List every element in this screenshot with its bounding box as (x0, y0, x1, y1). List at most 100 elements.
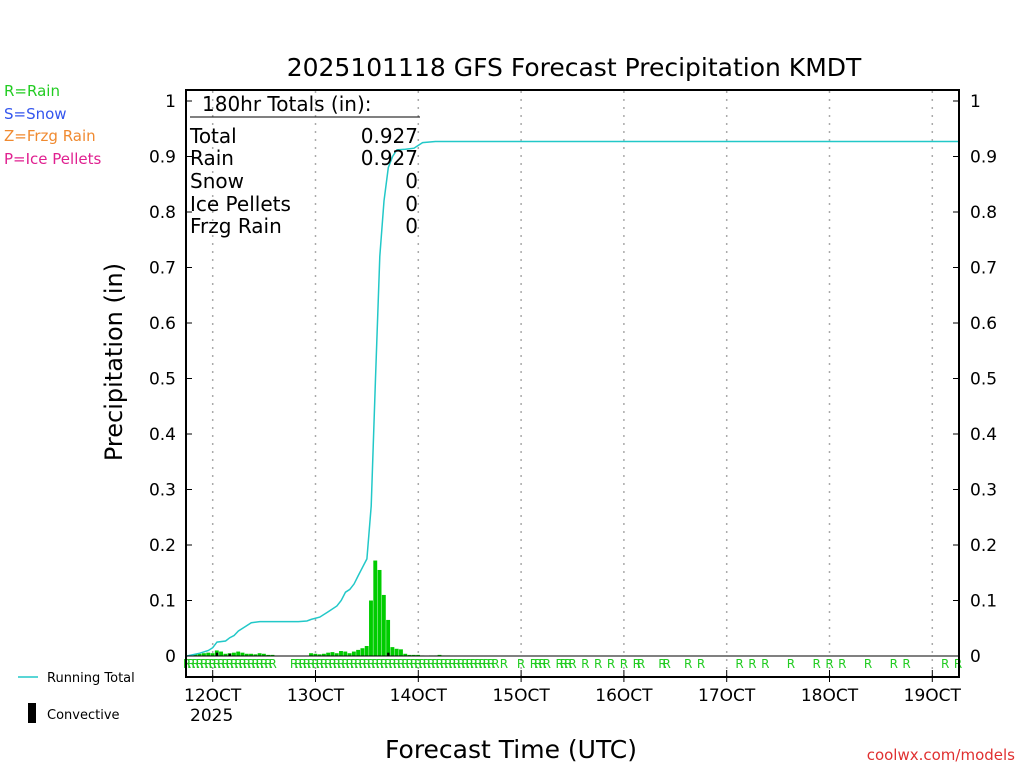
ptype-marker: R (620, 657, 628, 671)
ptype-marker: R (393, 657, 401, 671)
legend-rain: R=Rain (4, 82, 60, 100)
year-label: 2025 (190, 706, 233, 726)
precip-bar (261, 653, 266, 656)
precip-bar (210, 653, 215, 656)
ptype-marker: R (239, 657, 247, 671)
precip-bar (373, 560, 378, 656)
y-tick-label-left: 0.3 (149, 481, 176, 501)
ptype-marker: R (761, 657, 769, 671)
totals-label-frzg-rain: Frzg Rain (190, 214, 282, 238)
ptype-marker: R (303, 657, 311, 671)
ptype-marker: R (825, 657, 833, 671)
ptype-marker: R (560, 657, 568, 671)
precip-bar (386, 619, 391, 656)
y-tick-label-right: 0.7 (970, 259, 997, 279)
ptype-marker: R (517, 657, 525, 671)
ptype-marker: R (200, 657, 208, 671)
precip-bar (193, 654, 198, 656)
y-tick-label-left: 0.5 (149, 370, 176, 390)
y-tick-label-right: 0.1 (970, 592, 997, 612)
precip-bar (223, 653, 228, 656)
x-axis-ticks: 12OCT 13OCT 14OCT 15OCT 16OCT 17OCT 18OCT 19OCT (184, 670, 962, 706)
credit-text: coolwx.com/models (867, 746, 1015, 764)
legend-snow: S=Snow (4, 105, 67, 123)
ptype-marker: R (470, 657, 478, 671)
y-tick-label-left: 0.6 (149, 314, 176, 334)
ptype-marker: R (358, 657, 366, 671)
ptype-marker: R (534, 657, 542, 671)
ptype-marker: R (341, 657, 349, 671)
precip-bar (257, 653, 262, 656)
precip-bar (240, 652, 245, 656)
ptype-marker: R (256, 657, 264, 671)
precip-bar (326, 652, 331, 656)
precip-bar (399, 649, 403, 656)
y-tick-label-right: 0.8 (970, 203, 997, 223)
ptype-marker: R (453, 657, 461, 671)
ptype-marker: R (260, 657, 268, 671)
precip-bar (360, 648, 365, 656)
y-tick-label-left: 0.9 (149, 148, 176, 168)
totals-label-rain: Rain (190, 146, 234, 170)
totals-label-ice-pellets: Ice Pellets (190, 192, 291, 216)
ptype-marker: R (581, 657, 589, 671)
ptype-marker: R (247, 657, 255, 671)
running-total-line (186, 140, 958, 657)
totals-value-total: 0.927 (361, 124, 418, 148)
ptype-marker: R (221, 657, 229, 671)
ptype-marker: R (427, 657, 435, 671)
totals-value-rain: 0.927 (361, 146, 418, 170)
ptype-marker: R (941, 657, 949, 671)
ptype-marker: R (564, 657, 572, 671)
y-tick-label-left: 0.7 (149, 259, 176, 279)
ptype-marker: R (487, 657, 495, 671)
totals-value-frzg-rain: 0 (405, 214, 418, 238)
y-tick-label-left: 0.1 (149, 592, 176, 612)
y-tick-label-right: 0 (970, 647, 981, 667)
ptype-marker: R (418, 657, 426, 671)
ptype-marker: R (607, 657, 615, 671)
convective-legend-label: Convective (47, 708, 120, 723)
ptype-marker: R (191, 657, 199, 671)
precip-bar (390, 647, 395, 656)
ptype-marker: R (735, 657, 743, 671)
totals-header: 180hr Totals (in): (202, 92, 372, 116)
ptype-marker: R (380, 657, 388, 671)
x-tick-label: 14OCT (390, 686, 448, 706)
ptype-marker: R (290, 657, 298, 671)
precip-bar (313, 653, 318, 656)
ptype-marker: R (633, 657, 641, 671)
ptype-marker: R (217, 657, 225, 671)
legend-freezing-rain: Z=Frzg Rain (4, 127, 96, 145)
precip-bar (334, 653, 339, 656)
precip-bar (339, 651, 343, 656)
ptype-marker: R (474, 657, 482, 671)
y-tick-label-left: 0.2 (149, 536, 176, 556)
ptype-marker: R (346, 657, 354, 671)
ptype-marker: R (384, 657, 392, 671)
y-tick-label-right: 0.5 (970, 370, 997, 390)
precip-bar (347, 653, 352, 656)
convective-bar (228, 653, 232, 656)
y-tick-label-right: 0.2 (970, 536, 997, 556)
chart-title: 2025101118 GFS Forecast Precipitation KM… (287, 53, 862, 82)
convective-swatch (28, 703, 36, 723)
ptype-marker: R (491, 657, 499, 671)
y-tick-label-left: 0 (165, 647, 176, 667)
precip-bar (309, 653, 313, 656)
ptype-marker: R (371, 657, 379, 671)
ptype-marker: R (838, 657, 846, 671)
ptype-marker: R (316, 657, 324, 671)
ptype-marker: R (234, 657, 242, 671)
convective-bar (387, 652, 390, 656)
ptype-marker: R (594, 657, 602, 671)
y-tick-label-right: 0.3 (970, 481, 997, 501)
precip-bar (343, 651, 348, 656)
y-axis-label: Precipitation (in) (100, 263, 128, 461)
ptype-marker: R (500, 657, 508, 671)
ptype-marker: R (294, 657, 302, 671)
y-tick-label-right: 0.4 (970, 425, 997, 445)
y-axis-ticks: 0 00.1 0.10.2 0.20.3 0.30.4 0.40.5 0.50.6 0.60.… (149, 92, 997, 667)
